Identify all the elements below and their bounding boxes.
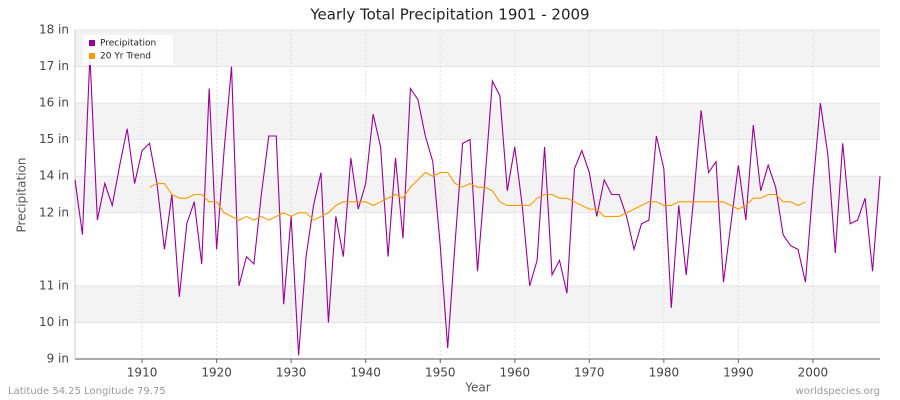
chart-title: Yearly Total Precipitation 1901 - 2009	[309, 6, 589, 24]
footer-left: Latitude 54.25 Longitude 79.75	[8, 386, 166, 397]
x-tick-label: 1930	[276, 366, 307, 380]
legend-label: 20 Yr Trend	[100, 52, 151, 62]
x-tick-label: 1920	[201, 366, 232, 380]
x-tick-label: 1960	[499, 366, 530, 380]
grid-band	[75, 176, 880, 213]
x-tick-label: 1910	[127, 366, 158, 380]
x-tick-label: 1940	[350, 366, 381, 380]
y-axis-label: Precipitation	[15, 157, 29, 232]
y-tick-label: 17 in	[39, 59, 69, 73]
grid-band	[75, 103, 880, 140]
footer-right: worldspecies.org	[796, 386, 880, 397]
series-line	[149, 171, 806, 221]
legend-box	[83, 35, 173, 65]
series-line	[74, 55, 881, 356]
x-tick-label: 1980	[649, 366, 680, 380]
y-tick-label: 14 in	[39, 169, 69, 183]
y-tick-label: 9 in	[47, 352, 69, 366]
y-tick-label: 16 in	[39, 96, 69, 110]
y-tick-label: 11 in	[39, 278, 69, 292]
x-axis-label: Year	[464, 381, 490, 395]
x-tick-label: 2000	[798, 366, 829, 380]
y-tick-label: 10 in	[39, 315, 69, 329]
y-tick-label: 15 in	[39, 132, 69, 146]
grid-band	[75, 30, 880, 67]
x-tick-label: 1950	[425, 366, 456, 380]
legend-swatch	[89, 40, 95, 46]
legend-label: Precipitation	[100, 39, 156, 49]
y-tick-label: 18 in	[39, 23, 69, 37]
grid-band	[75, 285, 880, 323]
y-tick-label: 12 in	[39, 205, 69, 219]
x-tick-label: 1990	[723, 366, 754, 380]
legend-swatch	[89, 53, 95, 59]
x-tick-label: 1970	[574, 366, 605, 380]
